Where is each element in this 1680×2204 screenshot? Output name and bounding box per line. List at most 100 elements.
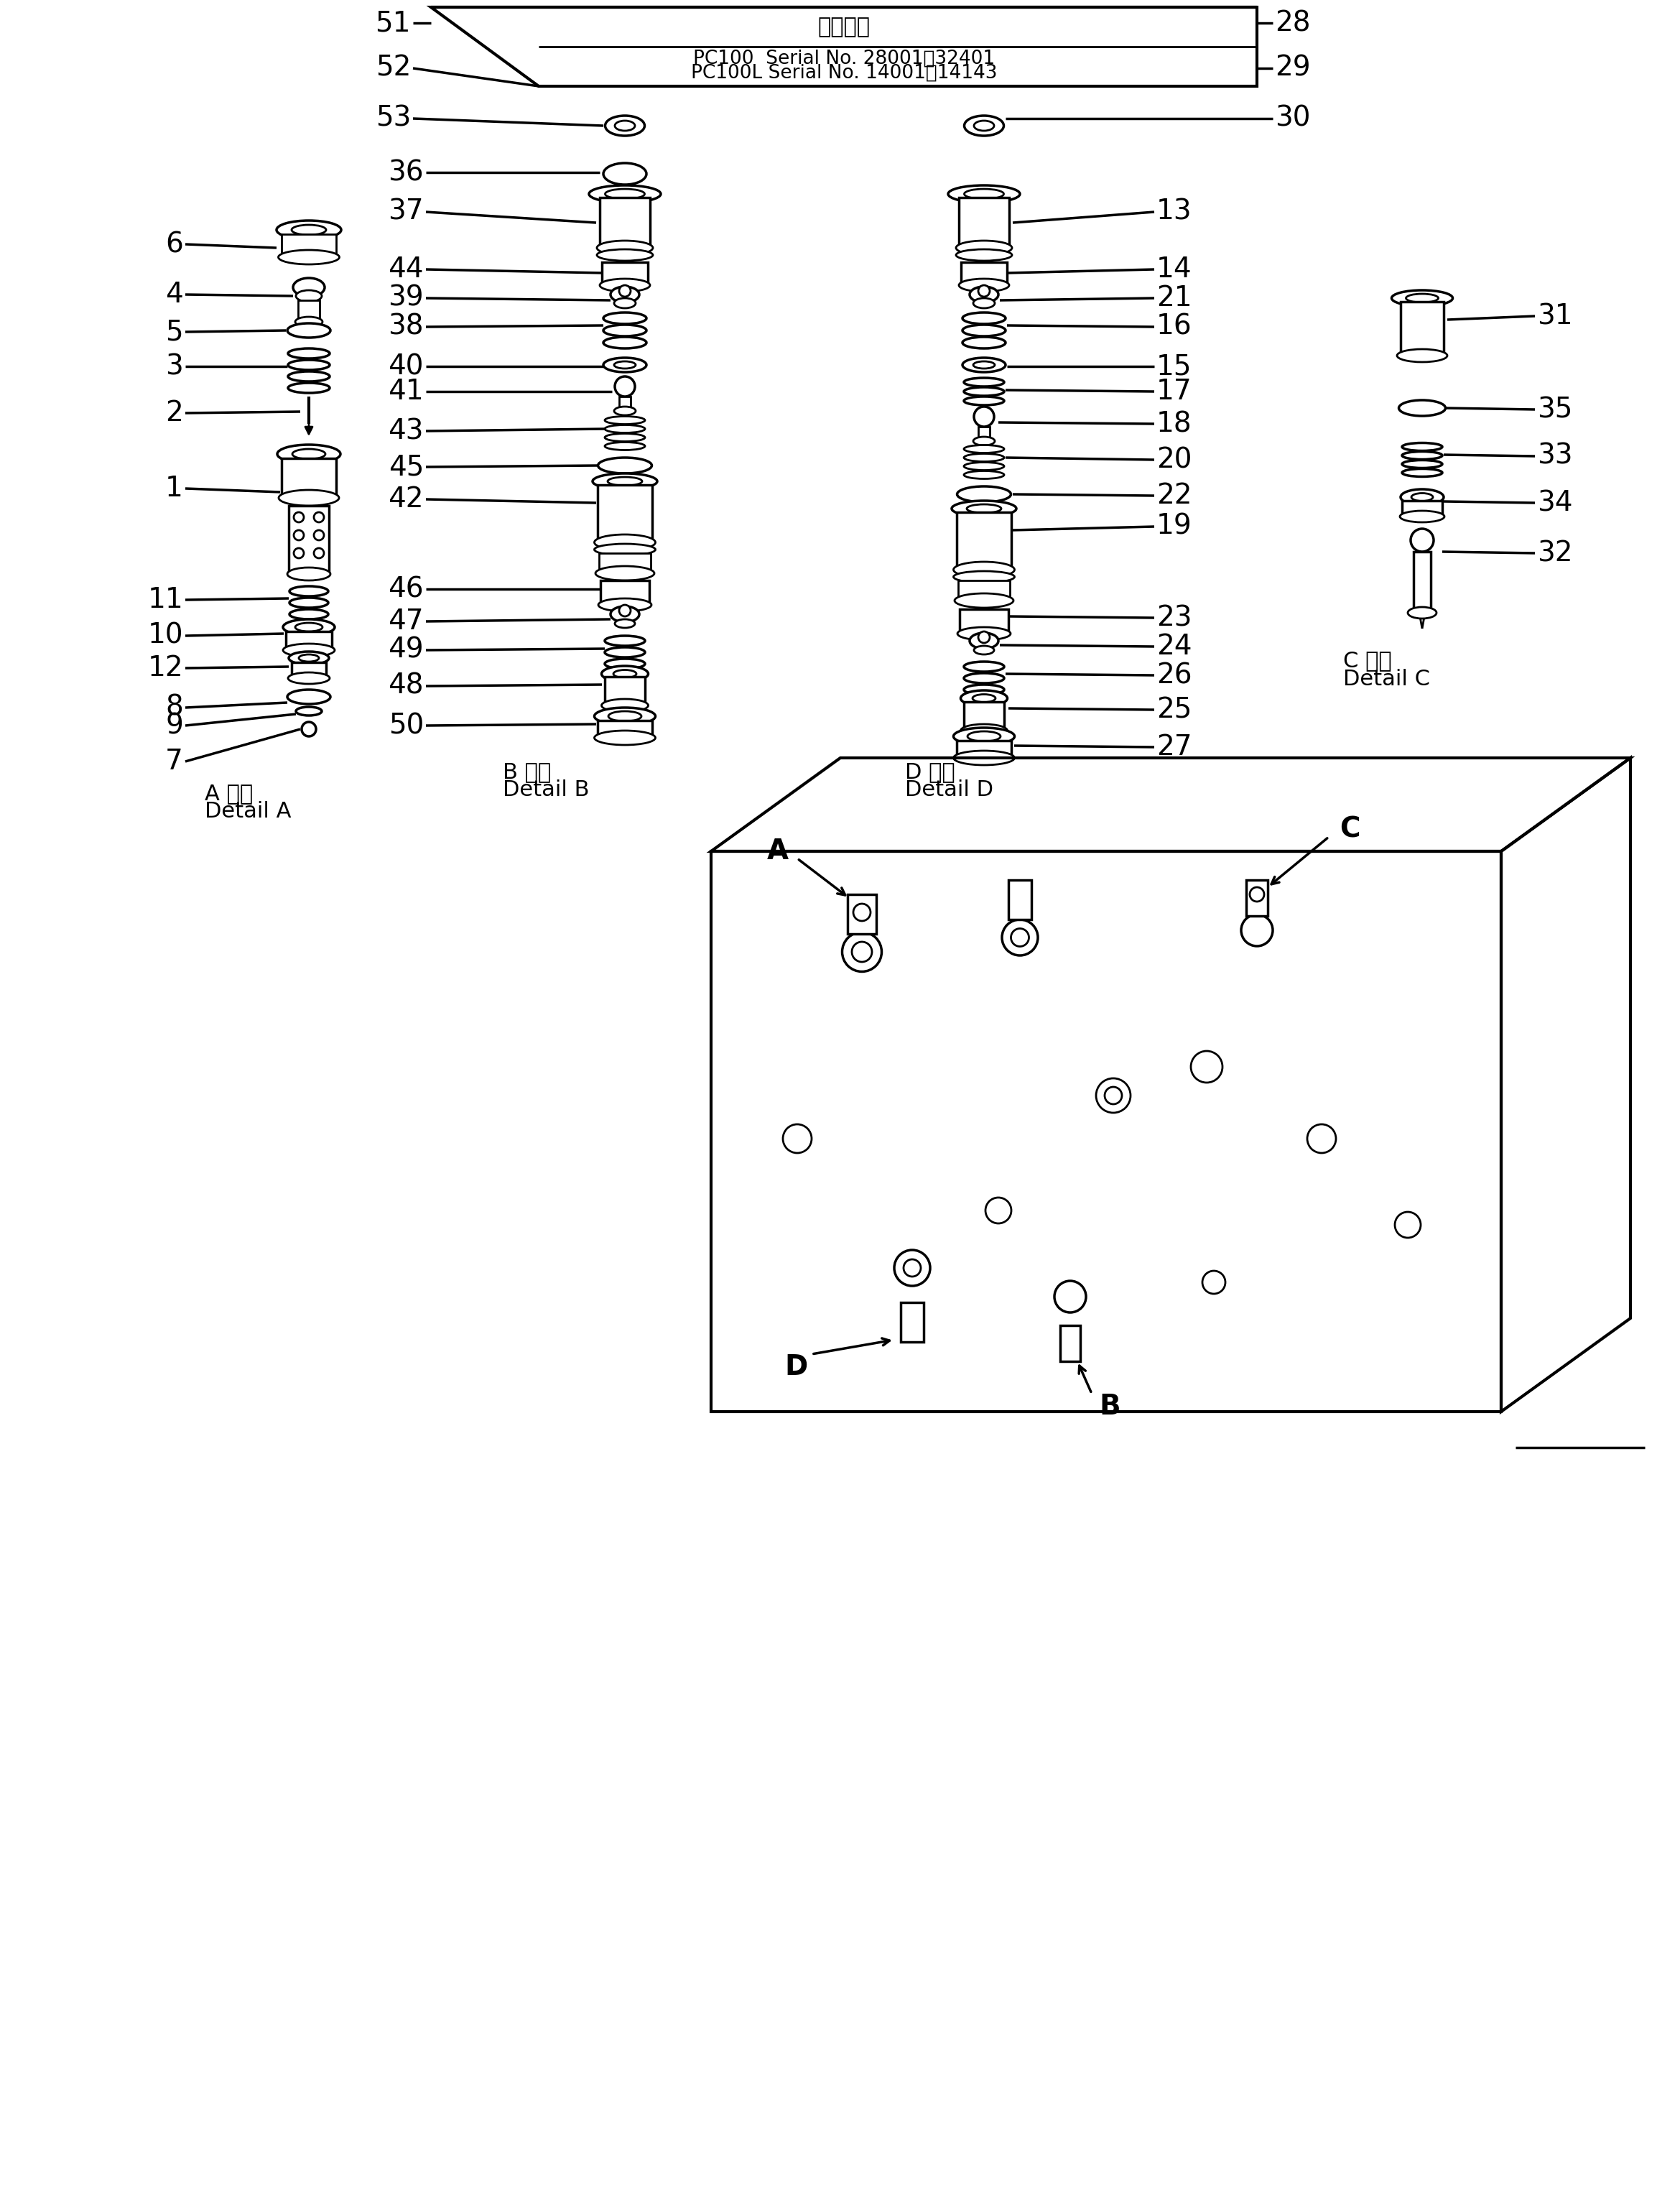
Circle shape [974,406,995,428]
Ellipse shape [296,291,323,302]
Text: 29: 29 [1275,55,1310,82]
Ellipse shape [948,185,1020,203]
Circle shape [615,377,635,397]
Text: 50: 50 [388,712,423,738]
Text: 10: 10 [148,622,183,650]
Bar [598,721,652,738]
Ellipse shape [277,220,341,240]
Ellipse shape [598,599,652,611]
Text: 18: 18 [1156,410,1193,439]
Text: 52: 52 [375,55,412,82]
Text: 9: 9 [165,712,183,738]
Text: 11: 11 [148,586,183,613]
Text: Detail D: Detail D [906,780,993,800]
Ellipse shape [287,348,329,359]
Text: 36: 36 [388,159,423,185]
Ellipse shape [964,190,1003,198]
Ellipse shape [973,298,995,309]
Ellipse shape [595,566,654,580]
Ellipse shape [964,472,1005,478]
Text: 37: 37 [388,198,423,225]
Text: 1: 1 [165,474,183,503]
Text: 25: 25 [1156,696,1191,723]
Ellipse shape [605,417,645,423]
Bar [1401,302,1443,355]
Bar [600,553,650,573]
Ellipse shape [595,544,655,555]
Circle shape [978,633,990,644]
Ellipse shape [956,240,1011,256]
Ellipse shape [1399,401,1445,417]
Ellipse shape [954,752,1015,765]
Ellipse shape [593,474,657,489]
Bar [286,633,333,650]
Text: B 詳細: B 詳細 [502,763,551,782]
Ellipse shape [615,406,635,414]
Ellipse shape [1391,291,1453,306]
Ellipse shape [603,337,647,348]
Text: Detail A: Detail A [205,802,291,822]
Ellipse shape [287,324,331,337]
Ellipse shape [852,941,872,961]
Ellipse shape [590,185,660,203]
Bar [601,262,648,284]
Text: 41: 41 [388,377,423,406]
Text: Detail B: Detail B [502,780,590,800]
Ellipse shape [277,445,341,463]
Ellipse shape [956,249,1011,260]
Text: 51: 51 [375,9,412,37]
Ellipse shape [605,115,645,137]
Ellipse shape [1001,919,1038,957]
Ellipse shape [964,463,1005,469]
Ellipse shape [963,337,1006,348]
Ellipse shape [601,699,648,712]
Text: 34: 34 [1537,489,1572,516]
Ellipse shape [287,383,329,392]
Text: C: C [1339,815,1361,844]
Ellipse shape [1403,443,1441,452]
Ellipse shape [1406,293,1438,302]
Text: 35: 35 [1537,397,1572,423]
Ellipse shape [959,278,1010,291]
Circle shape [783,1124,811,1153]
Circle shape [294,511,304,522]
Circle shape [1203,1272,1225,1294]
Ellipse shape [954,571,1015,582]
Ellipse shape [966,505,1001,514]
Ellipse shape [603,357,647,372]
Bar [847,895,877,934]
Ellipse shape [969,633,998,648]
Text: 33: 33 [1537,443,1572,469]
Ellipse shape [282,619,334,635]
Text: A: A [768,838,788,864]
Ellipse shape [1055,1281,1085,1314]
Ellipse shape [603,163,647,185]
Ellipse shape [964,377,1005,386]
Ellipse shape [287,566,331,580]
Text: 43: 43 [388,417,423,445]
Ellipse shape [964,115,1003,137]
Bar [1247,879,1268,917]
Text: 16: 16 [1156,313,1193,339]
Text: 47: 47 [388,608,423,635]
Text: A 詳細: A 詳細 [205,782,254,804]
Text: 46: 46 [388,575,423,602]
Ellipse shape [296,317,323,326]
Circle shape [1191,1051,1223,1082]
Ellipse shape [608,476,642,485]
Bar [292,663,326,679]
Ellipse shape [974,646,995,655]
Ellipse shape [605,434,645,441]
Bar [1403,500,1441,516]
Text: 42: 42 [388,485,423,514]
Ellipse shape [289,597,328,608]
Ellipse shape [954,562,1015,577]
Bar [959,608,1008,633]
Text: 28: 28 [1275,9,1310,37]
Ellipse shape [1401,489,1443,505]
Ellipse shape [292,225,326,236]
Ellipse shape [973,361,995,368]
Text: 12: 12 [148,655,183,681]
Circle shape [1250,888,1263,901]
Circle shape [986,1197,1011,1223]
